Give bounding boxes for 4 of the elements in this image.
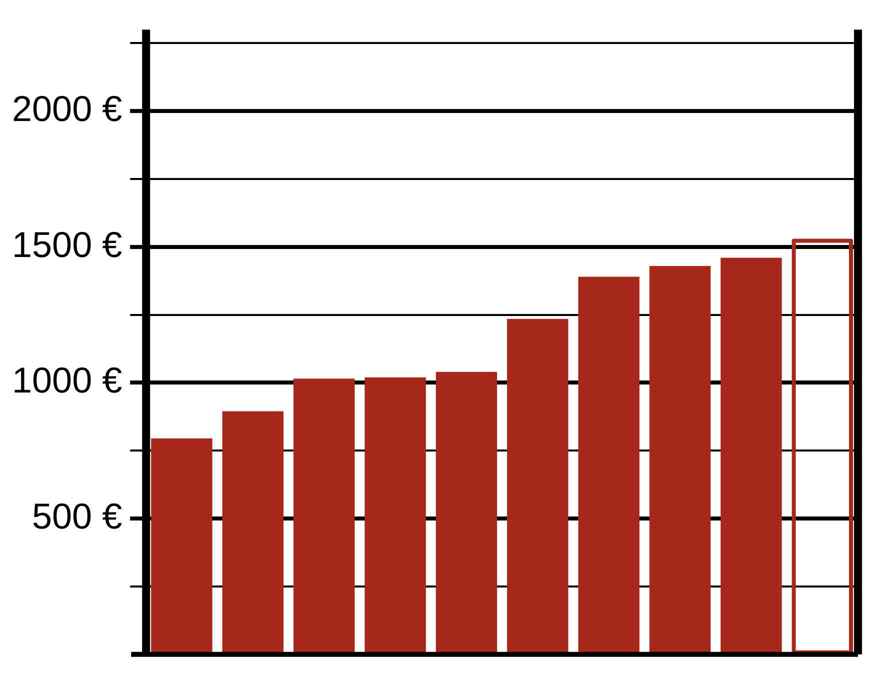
- y-tick-label: 2000 €: [12, 88, 122, 130]
- y-tick-label: 1000 €: [12, 360, 122, 401]
- y-tick-label: 500 €: [32, 495, 122, 536]
- y-tick-label: 1500 €: [12, 224, 122, 265]
